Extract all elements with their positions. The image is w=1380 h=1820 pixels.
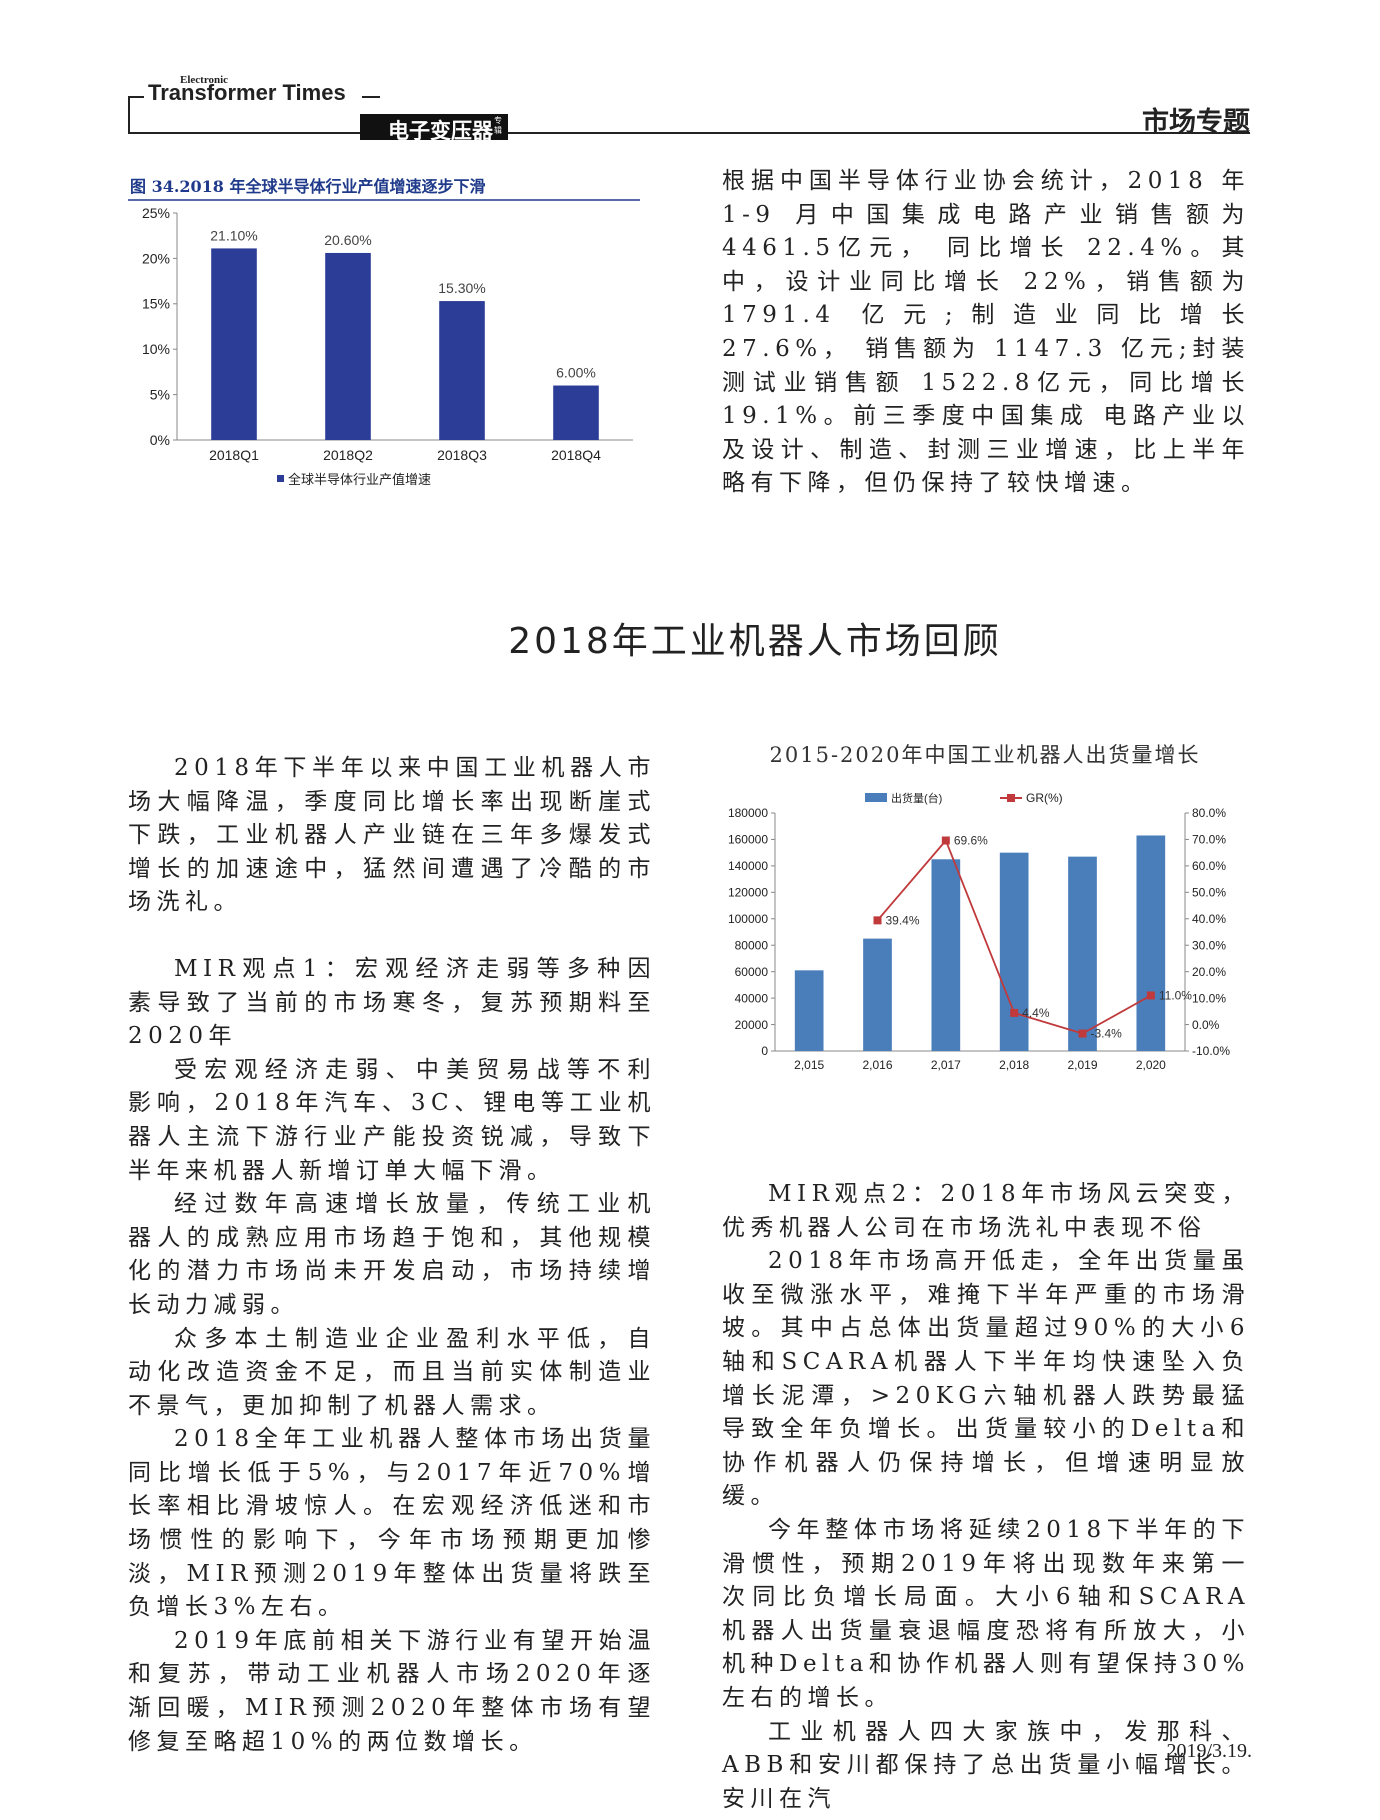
y-tick-label: 0 (761, 1044, 768, 1058)
paragraph: 2018年市场高开低走，全年出货量虽收至微涨水平，难掩下半年严重的市场滑坡。其中… (722, 1248, 1250, 1510)
article-title: 2018年工业机器人市场回顾 (508, 621, 1002, 662)
y-tick-label: 120000 (728, 886, 768, 900)
legend-label: 出货量(台) (891, 791, 942, 805)
x-tick-label: 2,016 (862, 1058, 892, 1072)
y-tick-label: 180000 (728, 806, 768, 820)
bar (1136, 835, 1166, 1051)
y2-tick-label: -10.0% (1192, 1044, 1230, 1058)
x-tick-label: 2018Q4 (551, 447, 601, 463)
y2-tick-label: 70.0% (1192, 833, 1226, 847)
x-tick-label: 2,017 (931, 1058, 961, 1072)
brand: Transformer Times (148, 80, 346, 105)
chart-title: 2015-2020年中国工业机器人出货量增长 (770, 743, 1201, 767)
y2-tick-label: 10.0% (1192, 991, 1226, 1005)
bar (931, 859, 961, 1051)
legend-label: GR(%) (1026, 791, 1063, 805)
paragraph: 工业机器人四大家族中，发那科、ABB和安川都保持了总出货量小幅增长。安川在汽 (722, 1718, 1250, 1812)
page-number: 2019/3.19. (1166, 1740, 1252, 1762)
y-tick-label: 0% (150, 432, 170, 448)
section-title: 市场专题 (1142, 107, 1250, 138)
legend-swatch (865, 793, 887, 802)
brand-cn: 电子变压器 (388, 119, 493, 143)
subheading: MIR观点1：宏观经济走弱等多种因素导致了当前的市场寒冬，复苏预期料至2020年 (128, 955, 656, 1050)
x-tick-label: 2,015 (794, 1058, 824, 1072)
y2-tick-label: 80.0% (1192, 806, 1226, 820)
y-tick-label: 5% (150, 387, 170, 403)
bar (325, 252, 371, 440)
value-label: 69.6% (954, 834, 988, 848)
brand-cn-box: 电子变压器 专辑 (360, 114, 508, 143)
brand-small: Electronic (180, 74, 229, 86)
y-tick-label: 40000 (735, 991, 769, 1005)
line-marker (941, 836, 950, 845)
paragraph: 2018全年工业机器人整体市场出货量同比增长低于5%，与2017年近70%增长率… (128, 1426, 656, 1621)
subheading: MIR观点2：2018年市场风云突变，优秀机器人公司在市场洗礼中表现不俗 (722, 1181, 1250, 1241)
x-tick-label: 2018Q3 (437, 447, 487, 463)
bar (794, 970, 824, 1051)
header-rule (362, 96, 380, 98)
y-tick-label: 160000 (728, 833, 768, 847)
y2-tick-label: 0.0% (1192, 1018, 1220, 1032)
brand-cn-small: 专辑 (494, 116, 502, 135)
y-tick-label: 15% (142, 296, 170, 312)
value-label: 21.10% (210, 227, 257, 243)
legend-label: 全球半导体行业产值增速 (288, 472, 431, 487)
paragraph: 经过数年高速增长放量，传统工业机器人的成熟应用市场趋于饱和，其他规模化的潜力市场… (128, 1191, 656, 1318)
bar (439, 301, 485, 440)
legend-swatch (277, 475, 284, 482)
paragraph: 2018年下半年以来中国工业机器人市场大幅降温，季度同比增长率出现断崖式下跌，工… (128, 755, 656, 916)
left-column: 2018年下半年以来中国工业机器人市场大幅降温，季度同比增长率出现断崖式下跌，工… (128, 752, 656, 1759)
value-label: 15.30% (438, 280, 485, 296)
y-tick-label: 10% (142, 341, 170, 357)
y-tick-label: 20% (142, 250, 170, 266)
y-tick-label: 100000 (728, 912, 768, 926)
line-marker (1010, 1008, 1019, 1017)
header-rule (128, 132, 1250, 134)
legend-swatch (1007, 794, 1015, 802)
y-tick-label: 25% (142, 205, 170, 221)
value-label: 39.4% (886, 913, 920, 927)
y2-tick-label: 40.0% (1192, 912, 1226, 926)
x-tick-label: 2,019 (1067, 1058, 1097, 1072)
y-tick-label: 60000 (735, 965, 769, 979)
value-label: 11.0% (1159, 988, 1192, 1002)
paragraph: 受宏观经济走弱、中美贸易战等不利影响，2018年汽车、3C、锂电等工业机器人主流… (128, 1056, 656, 1184)
y2-tick-label: 20.0% (1192, 965, 1226, 979)
intro-paragraph: 根据中国半导体行业协会统计，2018 年1-9 月中国集成电路产业销售额为 44… (722, 168, 1250, 497)
x-tick-label: 2,018 (999, 1058, 1029, 1072)
bar (1068, 856, 1097, 1051)
x-tick-label: 2018Q2 (323, 447, 373, 463)
paragraph: 今年整体市场将延续2018下半年的下滑惯性，预期2019年将出现数年来第一次同比… (722, 1516, 1250, 1711)
chart-robots: 2015-2020年中国工业机器人出货量增长 0 20000 40000 60000 80… (728, 743, 1230, 1072)
x-tick-label: 2018Q1 (209, 447, 259, 463)
y-tick-label: 20000 (735, 1018, 769, 1032)
line-marker (873, 916, 882, 925)
value-label: 4.4% (1022, 1006, 1050, 1020)
bar (553, 385, 599, 440)
header-rule (128, 96, 130, 134)
x-tick-label: 2,020 (1136, 1058, 1166, 1072)
paragraph: 2019年底前相关下游行业有望开始温和复苏，带动工业机器人市场2020年逐渐回暖… (128, 1627, 656, 1755)
right-column: MIR观点2：2018年市场风云突变，优秀机器人公司在市场洗礼中表现不俗 2018… (722, 1145, 1250, 1816)
paragraph: 众多本土制造业企业盈利水平低，自动化改造资金不足，而且当前实体制造业不景气，更加… (128, 1325, 656, 1419)
bar (863, 938, 892, 1051)
header-rule (128, 96, 144, 98)
value-label: -3.4% (1091, 1027, 1123, 1041)
bar (999, 852, 1029, 1051)
chart-title: 图 34.2018 年全球半导体行业产值增速逐步下滑 (130, 177, 486, 196)
y2-tick-label: 60.0% (1192, 859, 1226, 873)
value-label: 6.00% (556, 365, 596, 381)
chart-semiconductor: 图 34.2018 年全球半导体行业产值增速逐步下滑 0% 5% 10% 15% 20% 2… (128, 177, 640, 487)
line-marker (1146, 991, 1155, 1000)
value-label: 20.60% (324, 232, 371, 248)
y2-tick-label: 30.0% (1192, 938, 1226, 952)
y-tick-label: 140000 (728, 859, 768, 873)
bar (211, 248, 257, 440)
y2-tick-label: 50.0% (1192, 886, 1226, 900)
line-marker (1078, 1029, 1087, 1038)
y-tick-label: 80000 (735, 938, 769, 952)
